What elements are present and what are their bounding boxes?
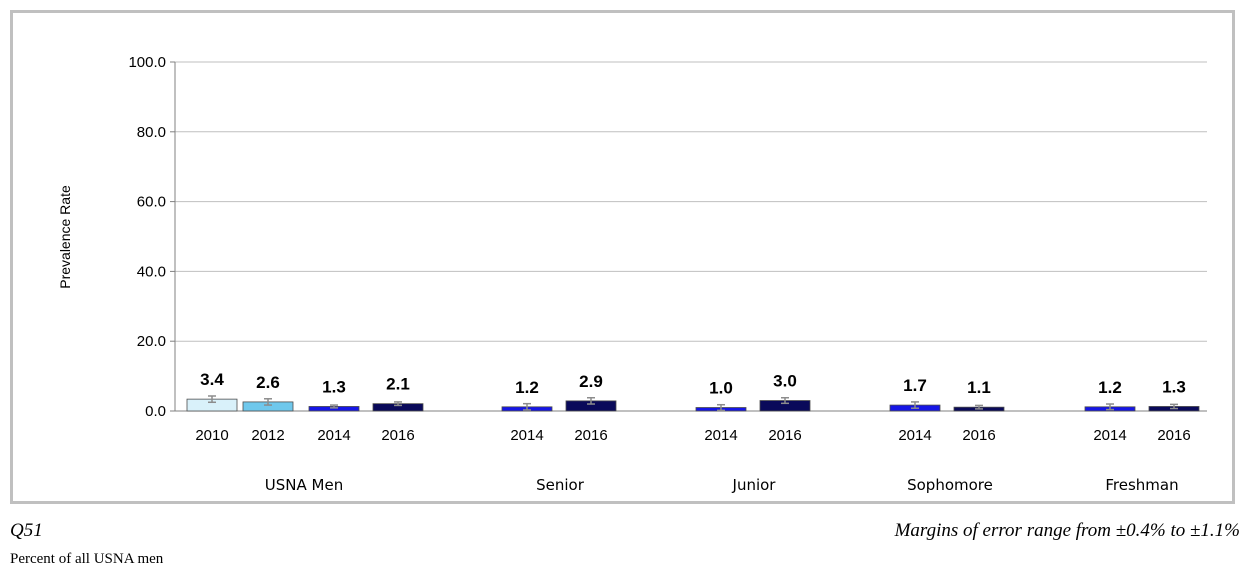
x-group-label: Sophomore (907, 476, 993, 494)
x-group-label: Junior (732, 476, 777, 494)
data-label: 1.7 (903, 376, 927, 395)
x-year-label: 2014 (898, 427, 931, 444)
data-label: 3.4 (200, 370, 224, 389)
data-label: 1.2 (1098, 378, 1122, 397)
data-label: 1.2 (515, 378, 539, 397)
x-year-label: 2016 (768, 427, 801, 444)
data-label: 3.0 (773, 372, 797, 391)
x-group-label: Freshman (1105, 476, 1178, 494)
x-year-label: 2012 (251, 427, 284, 444)
x-year-label: 2014 (510, 427, 543, 444)
axes: 0.0 20.0 40.0 60.0 80.0 100.0 (128, 54, 1207, 420)
data-label: 1.1 (967, 378, 991, 397)
y-tick-label: 0.0 (145, 403, 166, 420)
x-year-label: 2016 (1157, 427, 1190, 444)
data-label: 2.6 (256, 373, 280, 392)
y-tick-label: 100.0 (128, 54, 166, 71)
margin-of-error-note: Margins of error range from ±0.4% to ±1.… (895, 520, 1240, 542)
data-label: 2.1 (386, 375, 410, 394)
x-group-label: Senior (536, 476, 585, 494)
y-tick-label: 80.0 (137, 124, 166, 141)
data-label: 1.3 (1162, 377, 1186, 396)
x-year-label: 2010 (195, 427, 228, 444)
labels: 3.4 2010 2.6 2012 1.3 2014 2.1 2016 USNA Men 1.2 2… (195, 370, 1190, 494)
y-axis-label: Prevalence Rate (57, 185, 73, 289)
bars (187, 396, 1199, 411)
data-label: 2.9 (579, 372, 603, 391)
question-number: Q51 (10, 520, 43, 542)
x-year-label: 2016 (574, 427, 607, 444)
x-year-label: 2016 (381, 427, 414, 444)
x-group-label: USNA Men (265, 476, 343, 494)
population-note: Percent of all USNA men (10, 551, 163, 568)
y-tick-label: 60.0 (137, 194, 166, 211)
y-tick-label: 40.0 (137, 263, 166, 280)
x-year-label: 2014 (704, 427, 737, 444)
x-year-label: 2014 (1093, 427, 1126, 444)
x-year-label: 2016 (962, 427, 995, 444)
y-tick-label: 20.0 (137, 333, 166, 350)
x-year-label: 2014 (317, 427, 350, 444)
data-label: 1.3 (322, 377, 346, 396)
gridlines (175, 62, 1207, 341)
data-label: 1.0 (709, 379, 733, 398)
